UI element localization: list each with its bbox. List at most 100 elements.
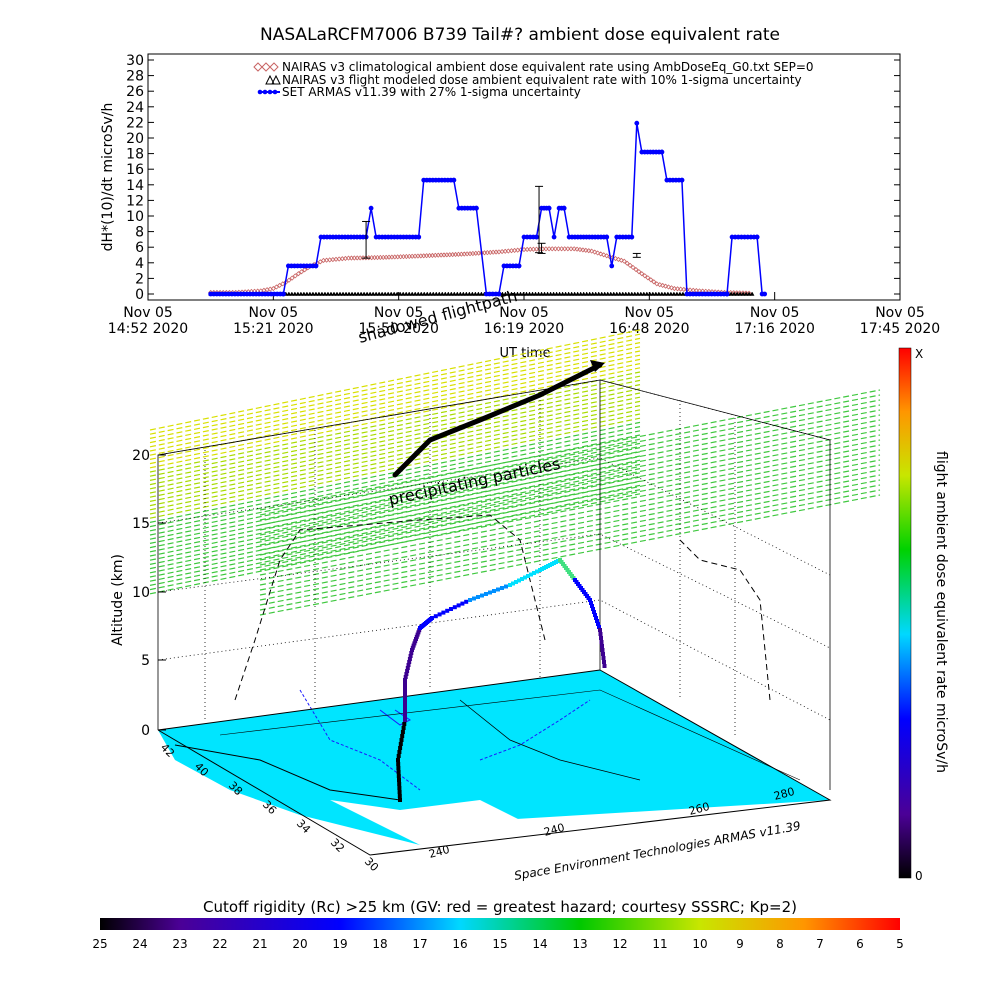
- floor-frame: [157, 669, 832, 856]
- flight-point: [414, 634, 419, 639]
- y-tick-label: 8: [135, 225, 144, 241]
- particle-row: [259, 444, 881, 566]
- data-point: [343, 291, 349, 296]
- data-point: [292, 291, 298, 296]
- data-point: [728, 291, 734, 296]
- particle-row: [149, 493, 641, 595]
- data-point: [496, 291, 502, 297]
- data-point: [734, 291, 740, 296]
- data-point: [503, 291, 508, 296]
- flight-point: [596, 622, 600, 626]
- data-point: [534, 234, 539, 240]
- flight-point: [595, 619, 599, 623]
- cutoff-tick-label: 9: [736, 937, 744, 951]
- data-point: [546, 205, 552, 211]
- series-0: [208, 246, 752, 296]
- data-point: [442, 291, 448, 296]
- data-point: [512, 291, 517, 296]
- data-point: [648, 277, 654, 283]
- particle-row: [149, 333, 641, 435]
- flight-point: [601, 652, 605, 656]
- altitude-tick-label: 5: [141, 653, 150, 669]
- flight-point: [602, 660, 606, 664]
- y-tick-label: 30: [126, 53, 144, 69]
- particle-row: [149, 409, 641, 511]
- data-point: [589, 248, 595, 254]
- particle-row: [149, 354, 641, 456]
- data-point: [608, 291, 614, 296]
- data-point: [379, 291, 385, 296]
- data-point: [277, 282, 283, 288]
- flight-point: [488, 590, 492, 595]
- data-point: [289, 275, 295, 281]
- flight-point: [600, 648, 605, 652]
- flight-point: [599, 636, 603, 640]
- dose-colorbar: X 0 flight ambient dose equivalent rate …: [898, 347, 949, 883]
- error-bars: [362, 185, 641, 259]
- data-point: [394, 291, 400, 296]
- flight-point: [403, 710, 407, 714]
- flight-point: [602, 664, 607, 668]
- latitude-tick-label: 30: [362, 855, 381, 874]
- data-point: [418, 291, 424, 296]
- flight-point: [504, 584, 508, 589]
- data-point: [545, 291, 550, 296]
- particle-row: [259, 424, 881, 546]
- data-point: [340, 291, 346, 296]
- flight-point: [598, 628, 602, 632]
- legend-label-armas: SET ARMAS v11.39 with 27% 1-sigma uncert…: [282, 85, 581, 99]
- data-point: [427, 291, 433, 296]
- data-point: [642, 273, 648, 279]
- longitude-tick-label: 240: [542, 821, 566, 839]
- data-point: [355, 291, 361, 296]
- data-point: [463, 291, 469, 296]
- flight-point: [496, 587, 500, 592]
- data-point: [451, 177, 457, 183]
- longitude-tick-label: 280: [772, 785, 796, 803]
- flight-point: [398, 746, 403, 750]
- flight-point: [472, 596, 476, 601]
- flight-point: [407, 657, 412, 661]
- flight-point: [492, 589, 496, 593]
- data-point: [301, 291, 307, 296]
- series-line: [210, 123, 765, 295]
- flight-point: [511, 581, 515, 586]
- flight-point: [397, 794, 402, 798]
- cutoff-tick-label: 14: [532, 937, 547, 951]
- flight-point: [397, 750, 402, 754]
- flight-point: [417, 628, 422, 633]
- particle-row: [149, 413, 641, 515]
- data-point: [578, 291, 584, 296]
- data-point: [630, 264, 636, 271]
- data-point: [391, 291, 397, 296]
- data-point: [561, 205, 567, 211]
- cutoff-tick-label: 22: [212, 937, 227, 951]
- ground-map: [158, 670, 830, 845]
- cutoff-ticks: 25 24 23 22 21 20 19 18 17 16 15 14 13 12 11 10 9 8 7 6 5: [92, 937, 903, 951]
- flight-point: [402, 722, 407, 726]
- particle-row: [149, 430, 641, 532]
- flight-point: [526, 574, 530, 578]
- particle-row: [259, 484, 881, 606]
- flight-point: [406, 663, 411, 667]
- data-point: [671, 285, 677, 292]
- data-point: [521, 291, 526, 296]
- data-point: [328, 291, 334, 296]
- data-point: [674, 291, 680, 296]
- flight-point: [396, 758, 400, 762]
- data-point: [583, 247, 589, 253]
- flight-point: [399, 738, 404, 742]
- data-point: [298, 269, 305, 275]
- x-tick-time: 16:48 2020: [609, 321, 689, 337]
- data-point: [571, 246, 577, 252]
- flight-point: [400, 730, 405, 734]
- data-point: [361, 291, 367, 296]
- data-point: [668, 291, 674, 296]
- data-point: [629, 234, 635, 240]
- data-point: [737, 291, 743, 296]
- flight-point: [523, 575, 527, 580]
- data-point: [304, 291, 310, 296]
- data-point: [754, 234, 760, 240]
